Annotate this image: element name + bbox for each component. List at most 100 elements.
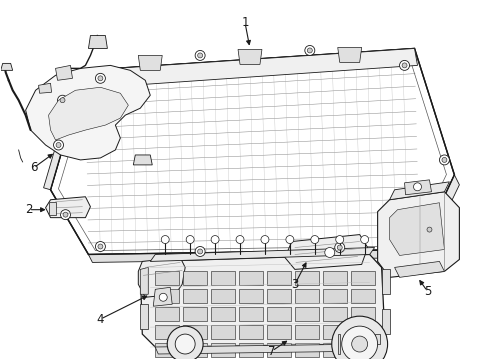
Polygon shape <box>49 202 55 215</box>
Polygon shape <box>39 83 51 93</box>
Circle shape <box>195 247 205 256</box>
Circle shape <box>197 249 203 254</box>
Polygon shape <box>405 180 432 195</box>
Bar <box>323 343 347 357</box>
Bar <box>211 325 235 339</box>
Bar <box>211 271 235 285</box>
Bar <box>211 343 235 357</box>
Text: 5: 5 <box>424 285 431 298</box>
Circle shape <box>159 293 167 301</box>
Bar <box>155 271 179 285</box>
Circle shape <box>427 227 432 232</box>
Bar <box>183 289 207 303</box>
Circle shape <box>53 140 64 150</box>
Circle shape <box>96 73 105 83</box>
Circle shape <box>342 326 378 360</box>
Polygon shape <box>338 48 362 62</box>
Circle shape <box>337 245 342 250</box>
Bar <box>155 307 179 321</box>
Circle shape <box>352 336 368 352</box>
Text: 7: 7 <box>268 345 276 357</box>
Polygon shape <box>85 49 417 88</box>
Bar <box>267 343 291 357</box>
Circle shape <box>286 235 294 243</box>
Bar <box>183 307 207 321</box>
Circle shape <box>175 334 195 354</box>
Bar <box>239 343 263 357</box>
Polygon shape <box>0 63 13 70</box>
Bar <box>295 289 319 303</box>
Circle shape <box>424 225 435 235</box>
Polygon shape <box>44 68 85 190</box>
Bar <box>183 271 207 285</box>
Circle shape <box>335 243 345 252</box>
Polygon shape <box>140 304 148 329</box>
Polygon shape <box>49 87 128 140</box>
Bar <box>351 343 375 357</box>
Circle shape <box>440 155 449 165</box>
Polygon shape <box>50 49 454 255</box>
Polygon shape <box>375 334 380 344</box>
Polygon shape <box>390 203 444 256</box>
Bar <box>323 271 347 285</box>
Bar <box>295 325 319 339</box>
Bar <box>155 343 179 357</box>
Circle shape <box>57 95 68 105</box>
Polygon shape <box>55 66 73 80</box>
Text: 2: 2 <box>25 203 32 216</box>
Circle shape <box>61 210 71 220</box>
Circle shape <box>195 50 205 60</box>
Circle shape <box>402 63 407 68</box>
Bar <box>323 325 347 339</box>
Circle shape <box>98 244 103 249</box>
Circle shape <box>325 248 335 257</box>
Bar <box>155 325 179 339</box>
Circle shape <box>96 242 105 252</box>
Bar <box>323 289 347 303</box>
Circle shape <box>305 45 315 55</box>
Circle shape <box>60 98 65 103</box>
Polygon shape <box>138 257 185 297</box>
Circle shape <box>197 53 203 58</box>
Circle shape <box>336 235 343 243</box>
Bar <box>211 289 235 303</box>
Circle shape <box>261 235 269 243</box>
Polygon shape <box>382 309 390 334</box>
Bar <box>183 343 207 357</box>
Circle shape <box>98 76 103 81</box>
Polygon shape <box>378 192 460 277</box>
Text: 3: 3 <box>291 278 298 291</box>
Polygon shape <box>138 55 162 70</box>
Bar <box>295 271 319 285</box>
Polygon shape <box>89 36 107 49</box>
Bar <box>183 325 207 339</box>
Circle shape <box>414 183 421 191</box>
Polygon shape <box>153 287 172 306</box>
Polygon shape <box>133 155 152 165</box>
Circle shape <box>311 235 319 243</box>
Bar <box>295 343 319 357</box>
Bar <box>239 271 263 285</box>
Bar <box>267 325 291 339</box>
Polygon shape <box>140 255 385 347</box>
Bar <box>239 289 263 303</box>
Circle shape <box>399 60 410 70</box>
Circle shape <box>442 157 447 162</box>
Polygon shape <box>382 269 390 294</box>
Bar <box>155 289 179 303</box>
Bar <box>211 307 235 321</box>
Circle shape <box>56 143 61 148</box>
Circle shape <box>332 316 388 360</box>
Polygon shape <box>140 267 148 294</box>
Polygon shape <box>238 49 262 64</box>
Circle shape <box>211 235 219 243</box>
Circle shape <box>63 212 68 217</box>
Circle shape <box>161 235 169 243</box>
Bar <box>351 307 375 321</box>
Bar <box>323 307 347 321</box>
Bar <box>267 307 291 321</box>
Text: 6: 6 <box>30 161 37 174</box>
Circle shape <box>186 235 194 243</box>
Polygon shape <box>390 182 449 200</box>
Polygon shape <box>419 175 460 257</box>
